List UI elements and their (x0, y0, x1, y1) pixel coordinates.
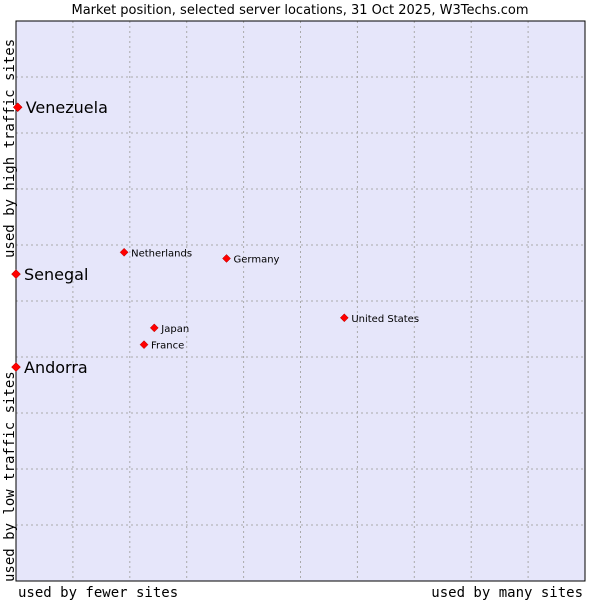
point-france: France (139, 340, 184, 352)
y-axis-label-top: used by high traffic sites (2, 39, 18, 258)
point-andorra: Andorra (11, 358, 88, 377)
point-label: United States (351, 314, 419, 325)
y-axis-label-bottom: used by low traffic sites (2, 371, 18, 582)
point-label: France (151, 341, 184, 352)
plot-frame (15, 20, 586, 582)
point-venezuela: Venezuela (12, 98, 108, 117)
point-japan: Japan (149, 323, 189, 335)
point-label: Germany (234, 254, 280, 265)
point-marker (119, 247, 129, 257)
point-netherlands: Netherlands (119, 247, 192, 259)
point-marker (12, 102, 23, 113)
point-germany: Germany (222, 254, 280, 265)
point-label: Andorra (24, 358, 88, 377)
point-marker (11, 269, 21, 279)
x-axis-label-right: used by many sites (431, 585, 583, 600)
chart-title: Market position, selected server locatio… (71, 3, 528, 18)
grid-lines (16, 21, 585, 581)
point-marker (222, 254, 231, 263)
point-united-states: United States (339, 313, 419, 325)
point-marker (139, 340, 149, 350)
point-label: Netherlands (131, 248, 192, 259)
point-label: Venezuela (26, 98, 108, 117)
point-marker (339, 313, 349, 323)
data-points: Venezuela Senegal Andorra Netherlands German… (11, 98, 419, 377)
point-senegal: Senegal (11, 265, 88, 284)
point-marker (11, 362, 21, 372)
point-label: Japan (160, 324, 189, 335)
point-marker (149, 323, 159, 333)
point-label: Senegal (24, 265, 88, 284)
x-axis-label-left: used by fewer sites (18, 585, 178, 600)
